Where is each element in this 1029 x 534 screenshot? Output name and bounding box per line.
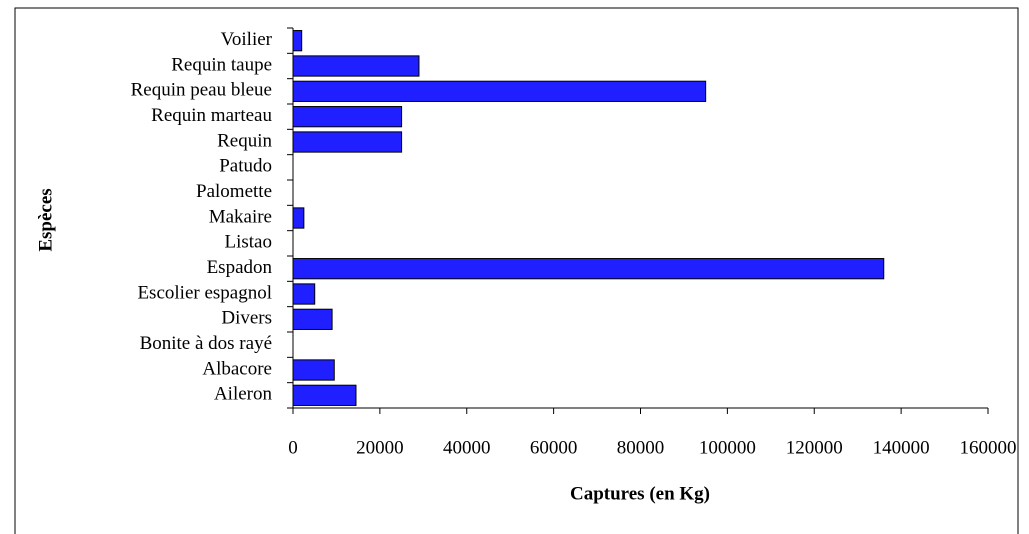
y-tick-label: Aileron <box>214 384 273 405</box>
y-tick-label: Bonite à dos rayé <box>140 333 272 354</box>
bar <box>292 55 420 77</box>
bar <box>292 207 305 229</box>
y-tick-label: Requin peau bleue <box>131 80 272 101</box>
x-tick-label: 100000 <box>699 437 756 458</box>
x-axis-title: Captures (en Kg) <box>570 483 710 504</box>
y-tick-label: Requin <box>217 130 272 151</box>
bar <box>292 359 335 381</box>
x-tick-label: 40000 <box>443 437 491 458</box>
bar <box>292 258 885 280</box>
bar <box>292 80 707 102</box>
y-tick-label: Patudo <box>219 156 272 177</box>
y-tick-label: Escolier espagnol <box>137 282 272 303</box>
y-tick-label: Albacore <box>202 358 272 379</box>
y-tick-label: Listao <box>225 232 273 253</box>
y-tick-label: Palomette <box>196 181 272 202</box>
bar <box>292 308 333 330</box>
bar <box>292 131 403 153</box>
bar <box>292 283 316 305</box>
chart-frame <box>14 7 1019 534</box>
y-axis-title: Espèces <box>35 188 56 251</box>
x-tick-label: 60000 <box>530 437 578 458</box>
y-tick-label: Voilier <box>221 29 273 50</box>
x-tick-label: 20000 <box>356 437 404 458</box>
x-tick-label: 140000 <box>873 437 930 458</box>
y-tick-label: Requin taupe <box>171 54 272 75</box>
bar <box>292 384 357 406</box>
bar <box>292 106 403 128</box>
y-tick-label: Requin marteau <box>151 105 272 126</box>
x-tick-label: 160000 <box>960 437 1017 458</box>
x-tick-label: 120000 <box>786 437 843 458</box>
x-tick-label: 80000 <box>617 437 665 458</box>
y-tick-label: Makaire <box>209 206 272 227</box>
y-tick-label: Espadon <box>207 257 273 278</box>
bar <box>292 30 303 52</box>
x-tick-label: 0 <box>288 437 298 458</box>
y-tick-label: Divers <box>221 308 272 329</box>
